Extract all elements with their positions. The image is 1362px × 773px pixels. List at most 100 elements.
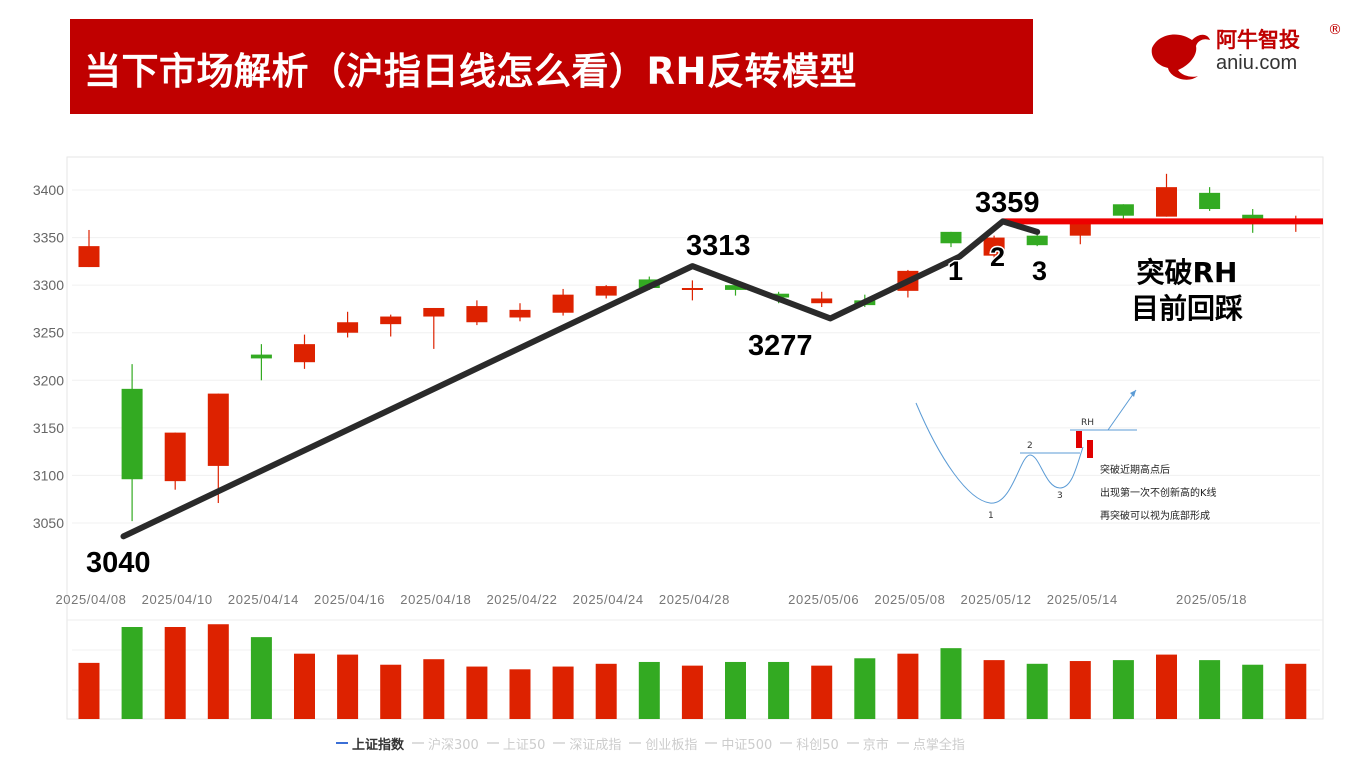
candle-body [768,293,790,298]
x-tick-label: 2025/04/14 [228,592,299,607]
tab-dash-icon [336,742,348,744]
schematic-rh-label: RH [1081,418,1094,428]
volume-bar [681,665,703,719]
logo-chinese-name: 阿牛智投 [1216,28,1300,52]
volume-bar [1069,661,1091,719]
x-tick-label: 2025/05/06 [788,592,859,607]
schematic-candle-2 [1087,440,1093,458]
volume-bar [725,661,746,719]
price-label: 3359 [975,187,1040,219]
volume-bar [983,660,1005,719]
tab-label: 点掌全指 [912,737,965,753]
tab-6[interactable]: 科创50 [780,734,839,753]
schematic-candle-1 [1076,431,1082,448]
tab-dash-icon [896,742,909,744]
tab-label: 京市 [862,737,889,753]
candle-body [423,307,445,317]
candle-body [552,294,574,313]
y-tick-label: 3400 [33,182,64,198]
volume-bar [1285,663,1307,719]
candle-body [207,393,229,466]
x-tick-label: 2025/04/16 [314,592,385,607]
candle-body [294,344,315,363]
tab-dash-icon [846,742,859,744]
logo-domain: aniu.com [1216,52,1298,74]
volume-bar [940,648,962,719]
wave-label: 1 [948,256,963,286]
tab-label: 沪深300 [428,737,479,753]
candle-body [940,231,962,244]
volume-bar [1199,660,1221,719]
tab-label: 科创50 [796,737,839,753]
candle-body [337,322,359,333]
x-tick-label: 2025/05/14 [1047,592,1118,607]
index-tabs: 上证指数 沪深300 上证50 深证成指 创业板指 中证500 科创50 京市 点掌全指 [336,733,973,753]
candle-body [509,309,531,318]
gridlines [67,189,1323,691]
schematic-arrow-icon [1130,390,1136,397]
candle-body [725,285,746,290]
volume-bars [78,624,1307,719]
candle-body [811,298,833,304]
volume-bar [509,669,531,719]
candle-body [121,388,143,480]
volume-bar [78,662,100,719]
wave-label: 2 [990,242,1005,272]
volume-bar [121,627,143,719]
candle-body [380,316,402,325]
tab-3[interactable]: 深证成指 [553,734,621,753]
volume-bar [250,637,272,719]
y-tick-label: 3200 [33,372,64,388]
volume-bar [380,664,402,719]
volume-bar [1156,654,1177,719]
schematic-note: 再突破可以视为底部形成 [1100,509,1210,522]
volume-bar [552,666,574,719]
volume-bar [207,624,229,719]
candle-body [681,287,703,290]
title-banner: 当下市场解析（沪指日线怎么看）RH反转模型 [70,19,1033,114]
schematic-point-1: 1 [988,511,994,521]
x-tick-label: 2025/04/22 [486,592,557,607]
tab-label: 创业板指 [645,737,698,753]
volume-bar [466,666,488,719]
volume-bar [854,658,876,719]
tab-5[interactable]: 中证500 [705,734,772,753]
candle-body [164,432,186,482]
tab-dash-icon [486,742,499,744]
page-title: 当下市场解析（沪指日线怎么看）RH反转模型 [84,50,857,93]
tab-label: 上证指数 [352,737,405,753]
x-tick-label: 2025/04/28 [659,592,730,607]
volume-bar [638,661,660,719]
y-axis-ticks: 3050 3100 3150 3200 3250 3300 3350 3400 [33,182,64,531]
volume-bar [423,659,445,719]
tab-4[interactable]: 创业板指 [629,734,697,753]
volume-bar [294,653,315,719]
x-tick-label: 2025/04/10 [142,592,213,607]
volume-bar [811,665,833,719]
schematic-point-2: 2 [1027,441,1033,451]
tab-1[interactable]: 沪深300 [412,734,479,753]
tab-dash-icon [780,742,793,744]
registered-mark: ® [1328,22,1342,38]
x-tick-label: 2025/04/08 [55,592,126,607]
tab-2[interactable]: 上证50 [486,734,545,753]
tab-dash-icon [629,742,642,744]
candle-body [1026,235,1048,246]
schematic-curve [915,402,1084,504]
tab-8[interactable]: 点掌全指 [896,734,965,753]
tab-7[interactable]: 京市 [846,734,889,753]
volume-bar [337,654,359,719]
candle-body [250,354,272,359]
volume-bar [1112,660,1134,719]
y-tick-label: 3050 [33,515,64,531]
tab-0[interactable]: 上证指数 [336,734,404,753]
x-tick-label: 2025/05/12 [961,592,1032,607]
schematic-note: 出现第一次不创新高的K线 [1100,486,1217,499]
x-tick-label: 2025/05/18 [1176,592,1247,607]
volume-bar [164,627,186,719]
volume-bar [1026,663,1048,719]
volume-bar [1242,664,1264,719]
